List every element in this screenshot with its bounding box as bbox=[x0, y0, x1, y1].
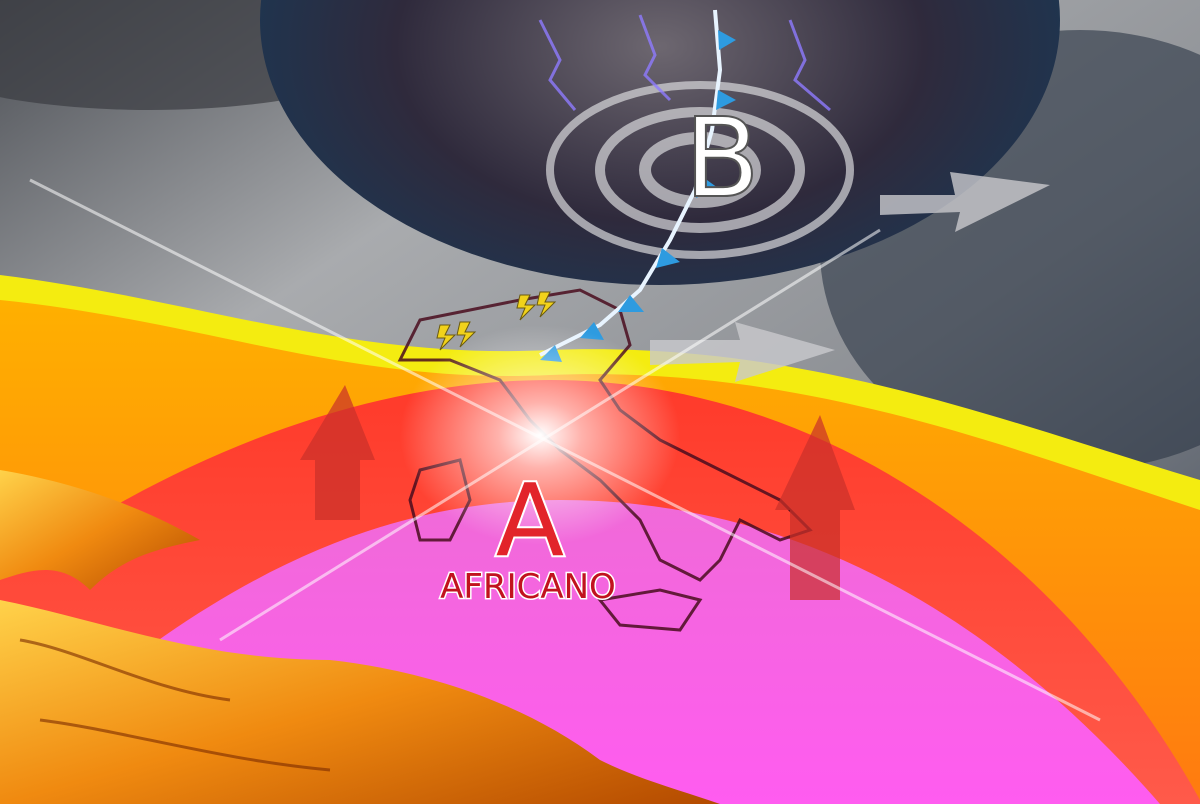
flare-rays bbox=[29, 178, 1101, 722]
fire bbox=[0, 470, 720, 804]
high-pressure-label: A bbox=[496, 462, 564, 579]
flow-arrow bbox=[650, 172, 1050, 382]
cold-front bbox=[539, 9, 723, 357]
low-pressure-label: B bbox=[684, 94, 759, 222]
lightning bbox=[538, 14, 831, 112]
sun-flare bbox=[400, 325, 680, 545]
cyclone-rings bbox=[546, 81, 854, 259]
rising-arrow bbox=[300, 385, 855, 600]
high-pressure-name: AFRICANO bbox=[440, 567, 616, 607]
thunder-icon bbox=[436, 291, 557, 351]
